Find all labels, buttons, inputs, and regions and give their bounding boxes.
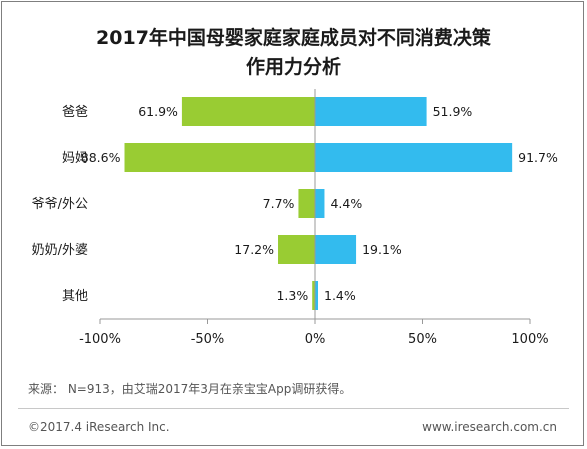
chart-title: 2017年中国母婴家庭家庭成员对不同消费决策 (96, 27, 491, 49)
value-label-right: 19.1% (362, 242, 402, 257)
bar-left (298, 189, 315, 218)
website-text: www.iresearch.com.cn (422, 420, 557, 434)
x-tick-label: 50% (408, 332, 437, 347)
category-label: 爷爷/外公 (32, 197, 88, 212)
bar-left (124, 143, 315, 172)
value-label-left: 17.2% (234, 242, 274, 257)
bar-left (278, 235, 315, 264)
bar-right (315, 235, 357, 264)
category-label: 其他 (62, 289, 88, 304)
value-label-left: 7.7% (263, 196, 295, 211)
category-label: 爸爸 (62, 105, 88, 120)
copyright-text: ©2017.4 iResearch Inc. (28, 420, 170, 434)
chart-subtitle: 作用力分析 (245, 56, 341, 78)
footer-divider (18, 408, 569, 409)
category-label: 妈妈 (62, 151, 88, 166)
value-label-left: 88.6% (81, 150, 121, 165)
source-note: 来源： N=913，由艾瑞2017年3月在亲宝宝App调研获得。 (28, 382, 352, 396)
x-tick-label: -100% (79, 332, 121, 347)
bar-right (315, 189, 325, 218)
bar-right (315, 281, 319, 310)
value-label-right: 51.9% (433, 104, 473, 119)
x-tick-label: 100% (511, 332, 548, 347)
x-tick-label: 0% (305, 332, 326, 347)
bar-left (312, 281, 315, 310)
value-label-left: 1.3% (276, 288, 308, 303)
bar-right (315, 97, 427, 126)
value-label-right: 1.4% (324, 288, 356, 303)
value-label-right: 91.7% (518, 150, 558, 165)
category-label: 奶奶/外婆 (32, 243, 88, 258)
x-tick-label: -50% (191, 332, 225, 347)
bar-left (181, 97, 315, 126)
value-label-right: 4.4% (330, 196, 362, 211)
value-label-left: 61.9% (138, 104, 178, 119)
bar-right (315, 143, 513, 172)
